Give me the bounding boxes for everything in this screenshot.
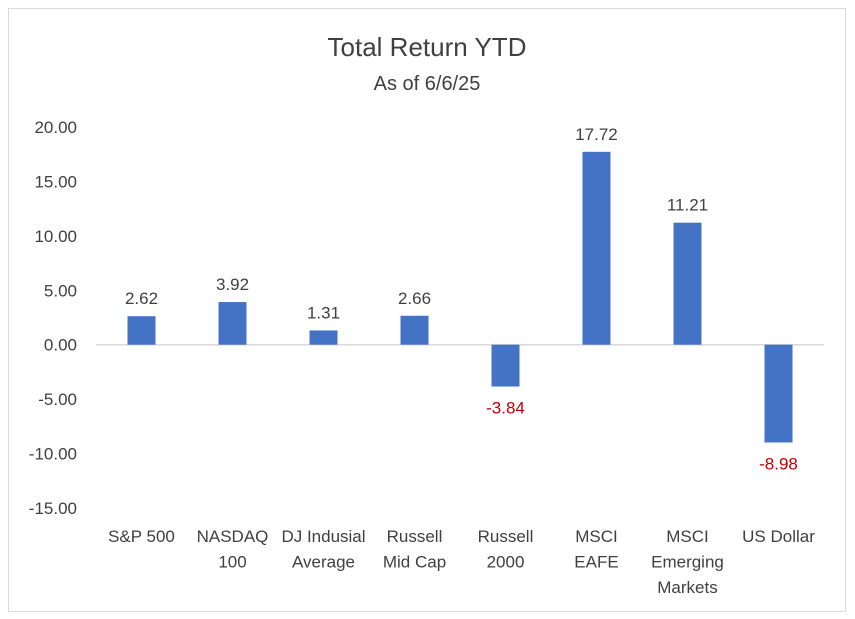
y-tick-label: 0.00 xyxy=(44,336,77,355)
category-label: Russell Mid Cap xyxy=(383,527,446,572)
category-label-line: DJ Indusial xyxy=(281,527,365,546)
chart-frame xyxy=(8,8,846,612)
y-tick-label: 5.00 xyxy=(44,281,77,300)
y-tick-label: -10.00 xyxy=(29,445,77,464)
data-label: -3.84 xyxy=(486,399,525,418)
data-label: 17.72 xyxy=(575,125,618,144)
chart-title: Total Return YTD xyxy=(328,32,527,62)
category-label-line: S&P 500 xyxy=(108,527,175,546)
category-label-line: 100 xyxy=(218,553,246,572)
category-label-line: Mid Cap xyxy=(383,553,446,572)
bar xyxy=(582,151,611,345)
y-axis: 20.00 15.00 10.00 5.00 0.00 -5.00 -10.00 -15.00 xyxy=(29,118,824,518)
bar xyxy=(673,222,702,345)
category-label-line: NASDAQ xyxy=(197,527,269,546)
bar xyxy=(400,315,429,345)
y-tick-label: 10.00 xyxy=(34,227,77,246)
category-label-line: EAFE xyxy=(574,553,618,572)
data-label: 3.92 xyxy=(216,275,249,294)
data-label: 1.31 xyxy=(307,303,340,322)
bar xyxy=(764,344,793,443)
category-label-line: Average xyxy=(292,553,355,572)
data-label: 2.66 xyxy=(398,289,431,308)
bar xyxy=(491,344,520,387)
y-tick-label: 15.00 xyxy=(34,172,77,191)
category-label-line: Emerging xyxy=(651,553,724,572)
bar xyxy=(309,330,338,345)
category-label-line: MSCI xyxy=(575,527,618,546)
category-label-line: 2000 xyxy=(487,553,525,572)
data-label: 2.62 xyxy=(125,289,158,308)
category-label-line: Russell xyxy=(387,527,443,546)
category-label: S&P 500 xyxy=(108,527,175,546)
bars xyxy=(127,151,793,443)
category-label: US Dollar xyxy=(742,527,815,546)
category-label-line: Russell xyxy=(478,527,534,546)
category-label: Russell 2000 xyxy=(478,527,534,572)
category-label: MSCI EAFE xyxy=(574,527,618,572)
category-label-line: MSCI xyxy=(666,527,709,546)
category-label: DJ Indusial Average xyxy=(281,527,365,572)
category-label: MSCI Emerging Markets xyxy=(651,527,724,597)
y-tick-label: 20.00 xyxy=(34,118,77,137)
y-tick-label: -15.00 xyxy=(29,499,77,518)
data-label: 11.21 xyxy=(667,196,708,215)
y-tick-label: -5.00 xyxy=(38,390,77,409)
bar xyxy=(127,316,156,345)
bar xyxy=(218,302,247,345)
x-axis: S&P 500 NASDAQ 100 DJ Indusial Average Russel… xyxy=(108,527,815,597)
category-label-line: US Dollar xyxy=(742,527,815,546)
category-label-line: Markets xyxy=(657,578,717,597)
data-labels: 2.62 3.92 1.31 2.66 -3.84 17.72 11.21 -8.98 xyxy=(125,125,798,474)
data-label: -8.98 xyxy=(759,454,798,473)
chart-subtitle: As of 6/6/25 xyxy=(374,73,481,95)
category-label: NASDAQ 100 xyxy=(197,527,269,572)
